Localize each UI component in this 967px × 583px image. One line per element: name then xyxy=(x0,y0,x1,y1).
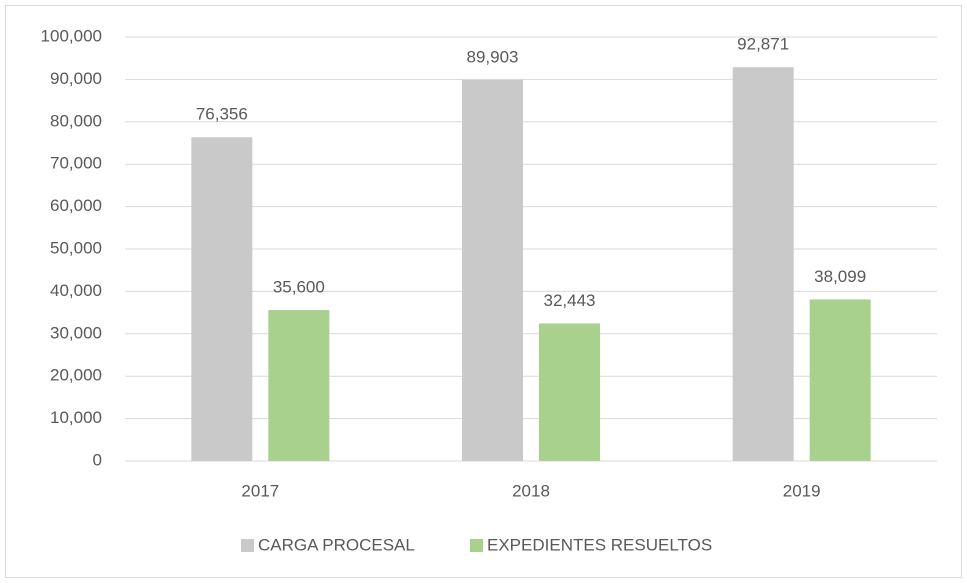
bar xyxy=(732,67,794,461)
y-tick-label: 30,000 xyxy=(50,323,102,342)
y-tick-label: 20,000 xyxy=(50,366,102,385)
legend-label: CARGA PROCESAL xyxy=(258,535,415,554)
bar xyxy=(809,299,871,461)
legend-label: EXPEDIENTES RESUELTOS xyxy=(487,535,712,554)
value-label: 89,903 xyxy=(467,47,519,66)
y-tick-label: 0 xyxy=(93,450,102,469)
bar xyxy=(268,310,330,461)
x-tick-label: 2019 xyxy=(783,481,821,500)
y-tick-label: 70,000 xyxy=(50,154,102,173)
x-tick-label: 2017 xyxy=(241,481,279,500)
value-label: 38,099 xyxy=(814,267,866,286)
bar xyxy=(539,323,600,461)
y-tick-label: 10,000 xyxy=(50,408,102,427)
y-tick-label: 100,000 xyxy=(41,26,102,45)
y-tick-label: 50,000 xyxy=(50,238,102,257)
y-tick-label: 60,000 xyxy=(50,196,102,215)
value-label: 35,600 xyxy=(273,278,325,297)
legend-swatch xyxy=(470,539,483,552)
y-tick-label: 80,000 xyxy=(50,111,102,130)
x-tick-label: 2018 xyxy=(512,481,550,500)
y-tick-label: 90,000 xyxy=(50,69,102,88)
bar xyxy=(462,79,523,461)
value-label: 76,356 xyxy=(196,105,248,124)
value-label: 92,871 xyxy=(737,35,789,54)
value-label: 32,443 xyxy=(544,291,596,310)
bar xyxy=(191,137,253,462)
legend-swatch xyxy=(241,539,254,552)
y-tick-label: 40,000 xyxy=(50,281,102,300)
